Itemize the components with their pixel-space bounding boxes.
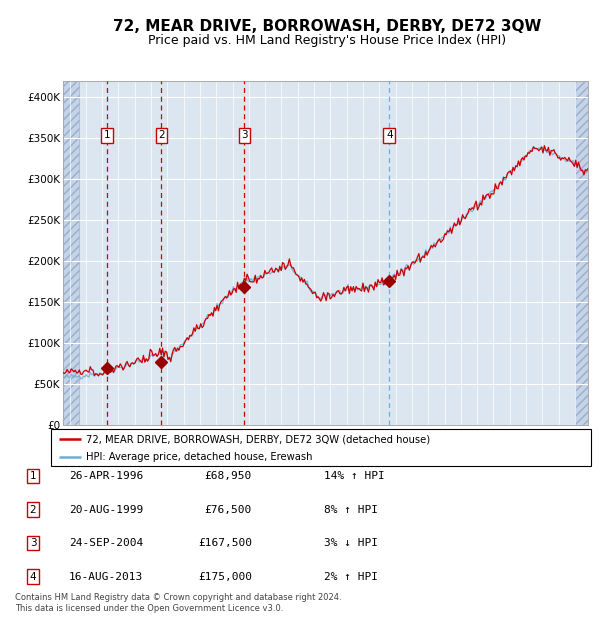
- Text: £175,000: £175,000: [198, 572, 252, 582]
- FancyBboxPatch shape: [51, 429, 591, 466]
- Text: 72, MEAR DRIVE, BORROWASH, DERBY, DE72 3QW: 72, MEAR DRIVE, BORROWASH, DERBY, DE72 3…: [113, 19, 541, 33]
- Text: Contains HM Land Registry data © Crown copyright and database right 2024.
This d: Contains HM Land Registry data © Crown c…: [15, 593, 341, 613]
- Bar: [575, 81, 588, 425]
- Text: 16-AUG-2013: 16-AUG-2013: [69, 572, 143, 582]
- Bar: [63, 81, 79, 425]
- Text: HPI: Average price, detached house, Erewash: HPI: Average price, detached house, Erew…: [86, 452, 313, 462]
- Text: 4: 4: [386, 130, 393, 141]
- Text: £167,500: £167,500: [198, 538, 252, 548]
- Text: 24-SEP-2004: 24-SEP-2004: [69, 538, 143, 548]
- Text: 2: 2: [158, 130, 165, 141]
- Text: 3: 3: [241, 130, 248, 141]
- Text: 72, MEAR DRIVE, BORROWASH, DERBY, DE72 3QW (detached house): 72, MEAR DRIVE, BORROWASH, DERBY, DE72 3…: [86, 434, 430, 444]
- Text: £68,950: £68,950: [205, 471, 252, 481]
- Text: 8% ↑ HPI: 8% ↑ HPI: [324, 505, 378, 515]
- Text: Price paid vs. HM Land Registry's House Price Index (HPI): Price paid vs. HM Land Registry's House …: [148, 34, 506, 46]
- Text: 4: 4: [29, 572, 37, 582]
- Text: 1: 1: [104, 130, 110, 141]
- Text: 3% ↓ HPI: 3% ↓ HPI: [324, 538, 378, 548]
- Text: 26-APR-1996: 26-APR-1996: [69, 471, 143, 481]
- Text: 1: 1: [29, 471, 37, 481]
- Text: 2% ↑ HPI: 2% ↑ HPI: [324, 572, 378, 582]
- Text: 2: 2: [29, 505, 37, 515]
- Text: £76,500: £76,500: [205, 505, 252, 515]
- Text: 14% ↑ HPI: 14% ↑ HPI: [324, 471, 385, 481]
- Text: 3: 3: [29, 538, 37, 548]
- Text: 20-AUG-1999: 20-AUG-1999: [69, 505, 143, 515]
